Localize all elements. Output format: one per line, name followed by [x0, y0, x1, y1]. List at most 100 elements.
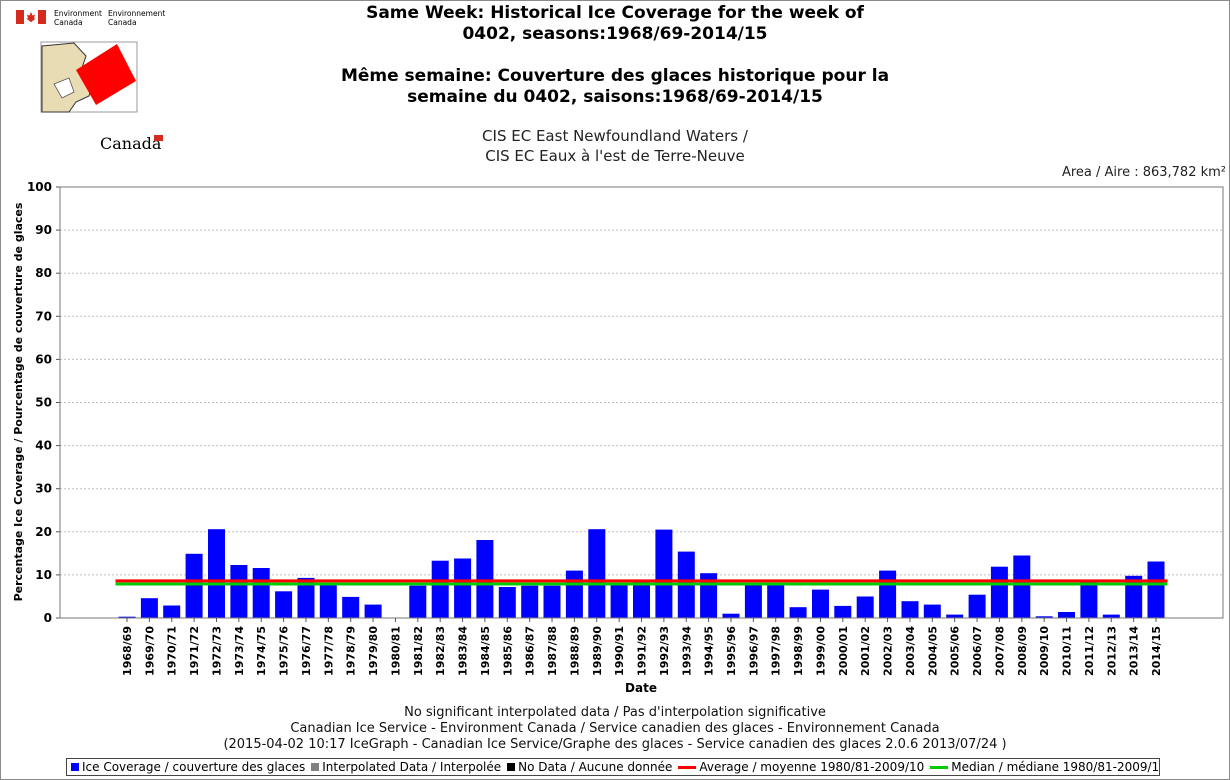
footer-line-3: (2015-04-02 10:17 IceGraph - Canadian Ic…	[223, 737, 1007, 752]
x-tick-label: 1970/71	[166, 626, 179, 676]
bar	[230, 565, 248, 618]
bar	[812, 589, 829, 618]
bar	[1147, 561, 1165, 618]
legend-label: Median / médiane 1980/81-2009/10	[951, 760, 1160, 774]
bar	[543, 585, 561, 618]
x-tick-label: 2002/03	[882, 626, 895, 676]
chart-legend: Ice Coverage / couverture des glaces Inte…	[66, 758, 1160, 776]
bar	[163, 605, 181, 618]
bar	[565, 570, 583, 618]
legend-line-swatch	[930, 765, 949, 769]
y-tick-labels: 0 10 20 30 40 50 60 70 80 90 100	[27, 180, 52, 625]
canada-wordmark: Canada	[100, 134, 162, 153]
bar	[1058, 612, 1075, 618]
x-tick-label: 1992/93	[658, 626, 671, 676]
region-map-icon	[40, 41, 138, 113]
x-tick-label: 1999/00	[815, 626, 828, 676]
x-tick-label: 1986/87	[524, 626, 537, 676]
footer-line-2: Canadian Ice Service - Environment Canad…	[290, 721, 940, 736]
x-tick-label: 1990/91	[613, 626, 626, 676]
y-tick-label: 60	[35, 352, 52, 366]
x-tick-label: 2000/01	[837, 626, 850, 676]
y-tick-label: 20	[35, 525, 52, 539]
x-tick-label: 1983/84	[457, 626, 470, 676]
x-tick-label: 2004/05	[926, 626, 939, 676]
bar	[722, 613, 740, 618]
bar	[297, 577, 315, 618]
bar-chart: 0 10 20 30 40 50 60 70 80 90 100 1968/69 1969/70 197…	[12, 180, 1224, 695]
bar	[879, 570, 897, 618]
x-tick-label: 2010/11	[1061, 626, 1074, 676]
x-tick-label: 1994/95	[703, 626, 716, 676]
bar	[1035, 616, 1053, 618]
legend-item: Average / moyenne 1980/81-2009/10	[678, 760, 924, 774]
legend-box-swatch	[507, 763, 516, 771]
x-tick-label: 1993/94	[680, 626, 693, 676]
title-line-1: Same Week: Historical Ice Coverage for t…	[366, 3, 864, 23]
y-tick-label: 10	[35, 568, 52, 582]
agency-en-line2: Canada	[54, 18, 83, 27]
x-tick-label: 1968/69	[121, 626, 134, 676]
title-line-4: Même semaine: Couverture des glaces hist…	[340, 66, 890, 86]
agency-fr-line1: Environnement	[108, 9, 165, 18]
legend-item: Ice Coverage / couverture des glaces	[71, 760, 305, 774]
x-axis-title: Date	[625, 681, 657, 695]
canada-flag-icon	[16, 10, 46, 24]
bar	[498, 587, 516, 618]
bar	[1125, 575, 1143, 618]
title-line-5: semaine du 0402, saisons:1968/69-2014/15	[407, 87, 823, 107]
bar	[476, 540, 494, 618]
x-tick-label: 2013/14	[1128, 626, 1141, 676]
axes	[56, 186, 1224, 622]
bar	[118, 616, 136, 618]
legend-item: No Data / Aucune donnée	[507, 760, 672, 774]
x-tick-label: 2005/06	[949, 626, 962, 676]
reference-lines	[115, 579, 1168, 586]
legend-label: Ice Coverage / couverture des glaces	[82, 760, 306, 774]
legend-box-swatch	[311, 763, 320, 771]
x-tick-label: 1985/86	[501, 626, 514, 676]
x-tick-label: 1982/83	[434, 626, 447, 676]
logo-area: Environment Canada Environnement Canada …	[14, 6, 184, 156]
x-tick-label: 2003/04	[904, 626, 917, 676]
bar	[140, 598, 158, 618]
x-tick-label: 1981/82	[412, 626, 425, 676]
legend-label: Interpolated Data / Interpolée	[322, 760, 502, 774]
x-tick-label: 1996/97	[747, 626, 760, 676]
x-tick-label: 2007/08	[993, 626, 1006, 676]
bar	[431, 560, 449, 618]
bar	[521, 585, 539, 618]
x-tick-label: 1991/92	[636, 626, 649, 676]
x-tick-label: 1980/81	[389, 626, 402, 676]
bar	[990, 566, 1008, 618]
bar	[319, 584, 337, 618]
bar	[1102, 614, 1120, 618]
legend-item: Median / médiane 1980/81-2009/10	[930, 760, 1160, 774]
x-tick-label: 1974/75	[255, 626, 268, 676]
x-tick-label: 2008/09	[1016, 626, 1029, 676]
area-label: Area / Aire : 863,782 km²	[1061, 165, 1226, 180]
x-tick-label: 1988/89	[568, 626, 581, 676]
legend-box-swatch	[71, 763, 79, 771]
x-tick-label: 1969/70	[143, 626, 156, 676]
x-tick-label: 2009/10	[1038, 626, 1051, 676]
government-logos: Environment Canada Environnement Canada …	[16, 9, 165, 153]
legend-line-swatch	[678, 765, 697, 769]
x-tick-label: 1979/80	[367, 626, 380, 676]
subtitle-line-2: CIS EC Eaux à l'est de Terre-Neuve	[485, 147, 745, 165]
x-tick-label: 1998/99	[792, 626, 805, 676]
y-axis-title: Percentage Ice Coverage / Pourcentage de…	[12, 202, 25, 601]
y-tick-label: 0	[44, 611, 52, 625]
bar	[409, 585, 427, 618]
x-tick-label: 2014/15	[1150, 626, 1163, 676]
bar	[655, 529, 673, 618]
bar	[633, 579, 650, 618]
bar	[767, 584, 785, 618]
bar	[901, 601, 919, 618]
chart-title: Same Week: Historical Ice Coverage for t…	[300, 3, 930, 108]
subtitle-line-1: CIS EC East Newfoundland Waters /	[482, 127, 748, 145]
x-tick-label: 1971/72	[188, 626, 201, 676]
x-tick-label: 2012/13	[1105, 626, 1118, 676]
x-tick-label: 1997/98	[770, 626, 783, 676]
bar	[946, 614, 964, 618]
